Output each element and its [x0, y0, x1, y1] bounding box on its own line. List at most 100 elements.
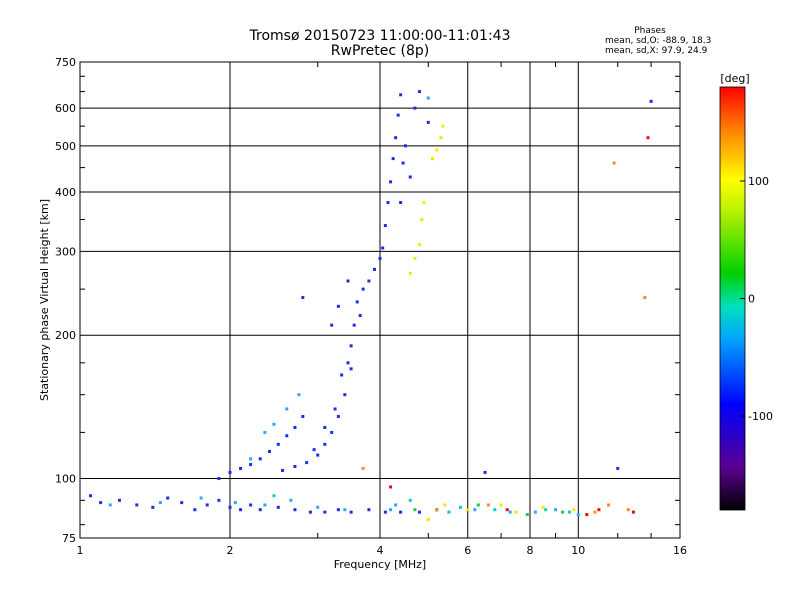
data-point — [431, 157, 435, 161]
data-point — [272, 422, 276, 426]
phases-x-stats: mean, sd,X: 97.9, 24.9 — [605, 46, 708, 56]
data-point — [443, 503, 447, 507]
data-point — [343, 393, 347, 397]
data-point — [399, 510, 403, 514]
data-point — [239, 508, 243, 512]
data-point — [352, 323, 356, 327]
data-point — [276, 505, 280, 509]
data-point — [217, 498, 221, 502]
data-point — [576, 513, 580, 517]
colorbar-tick-label: 100 — [748, 175, 769, 188]
data-point — [199, 496, 203, 500]
data-point — [316, 453, 320, 457]
data-point — [343, 508, 347, 512]
x-axis-label: Frequency [MHz] — [334, 558, 426, 571]
y-axis-ticks: 75 100 200 300 400 500 600 750 — [55, 56, 680, 545]
chart-title: Tromsø 20150723 11:00:00-11:01:43 — [249, 28, 511, 44]
data-point — [297, 393, 301, 397]
data-point — [493, 508, 497, 512]
data-point — [272, 494, 276, 498]
data-point — [193, 508, 197, 512]
data-points — [89, 90, 653, 522]
data-point — [483, 470, 487, 474]
chart-subtitle: RwPretec (8p) — [331, 43, 429, 59]
data-point — [336, 414, 340, 418]
x-tick-label: 6 — [464, 544, 471, 557]
data-point — [249, 457, 253, 461]
data-point — [447, 510, 451, 514]
data-point — [358, 314, 362, 318]
data-point — [413, 508, 417, 512]
data-point — [466, 508, 470, 512]
data-point — [285, 407, 289, 411]
data-point — [394, 503, 398, 507]
data-point — [408, 175, 412, 179]
y-tick-label: 75 — [62, 532, 76, 545]
data-point — [355, 300, 359, 304]
data-point — [158, 501, 162, 505]
data-point — [323, 510, 327, 514]
data-point — [413, 106, 417, 110]
data-point — [417, 90, 421, 94]
data-point — [117, 498, 121, 502]
data-point — [473, 508, 477, 512]
data-point — [312, 448, 316, 452]
data-point — [293, 464, 297, 468]
data-point — [217, 477, 221, 481]
data-point — [399, 201, 403, 205]
data-point — [389, 485, 393, 489]
data-point — [258, 457, 262, 461]
data-point — [553, 508, 557, 512]
data-point — [263, 503, 267, 507]
data-point — [567, 510, 571, 514]
data-point — [378, 256, 382, 260]
y-tick-label: 200 — [55, 329, 76, 342]
data-point — [508, 510, 512, 514]
data-point — [381, 246, 385, 250]
data-point — [422, 201, 426, 205]
data-point — [417, 510, 421, 514]
y-tick-label: 500 — [55, 140, 76, 153]
data-point — [458, 505, 462, 509]
data-point — [285, 434, 289, 438]
data-point — [403, 144, 407, 148]
data-point — [435, 148, 439, 152]
data-point — [426, 120, 430, 124]
data-point — [301, 414, 305, 418]
data-point — [228, 505, 232, 509]
data-point — [561, 510, 565, 514]
y-tick-label: 600 — [55, 102, 76, 115]
data-point — [525, 513, 529, 517]
data-point — [441, 124, 445, 128]
data-point — [533, 510, 537, 514]
data-point — [649, 99, 653, 103]
data-point — [373, 267, 377, 271]
data-point — [233, 501, 237, 505]
data-point — [394, 136, 398, 140]
phases-heading: Phases — [634, 26, 666, 36]
data-point — [593, 510, 597, 514]
data-point — [408, 271, 412, 275]
data-point — [349, 367, 353, 371]
x-tick-label: 8 — [527, 544, 534, 557]
x-tick-label: 2 — [227, 544, 234, 557]
data-point — [281, 468, 285, 472]
data-point — [585, 513, 589, 517]
data-point — [389, 508, 393, 512]
data-point — [323, 425, 327, 429]
data-point — [180, 501, 184, 505]
data-point — [643, 296, 647, 300]
data-point — [367, 508, 371, 512]
data-point — [417, 243, 421, 247]
data-point — [631, 510, 635, 514]
data-point — [249, 503, 253, 507]
data-point — [340, 373, 344, 377]
data-point — [305, 461, 309, 465]
data-point — [308, 510, 312, 514]
x-tick-label: 1 — [77, 544, 84, 557]
data-point — [301, 296, 305, 300]
data-point — [228, 470, 232, 474]
data-point — [505, 508, 509, 512]
x-axis-ticks: 1 2 4 6 8 10 16 — [77, 62, 687, 557]
data-point — [108, 503, 112, 507]
